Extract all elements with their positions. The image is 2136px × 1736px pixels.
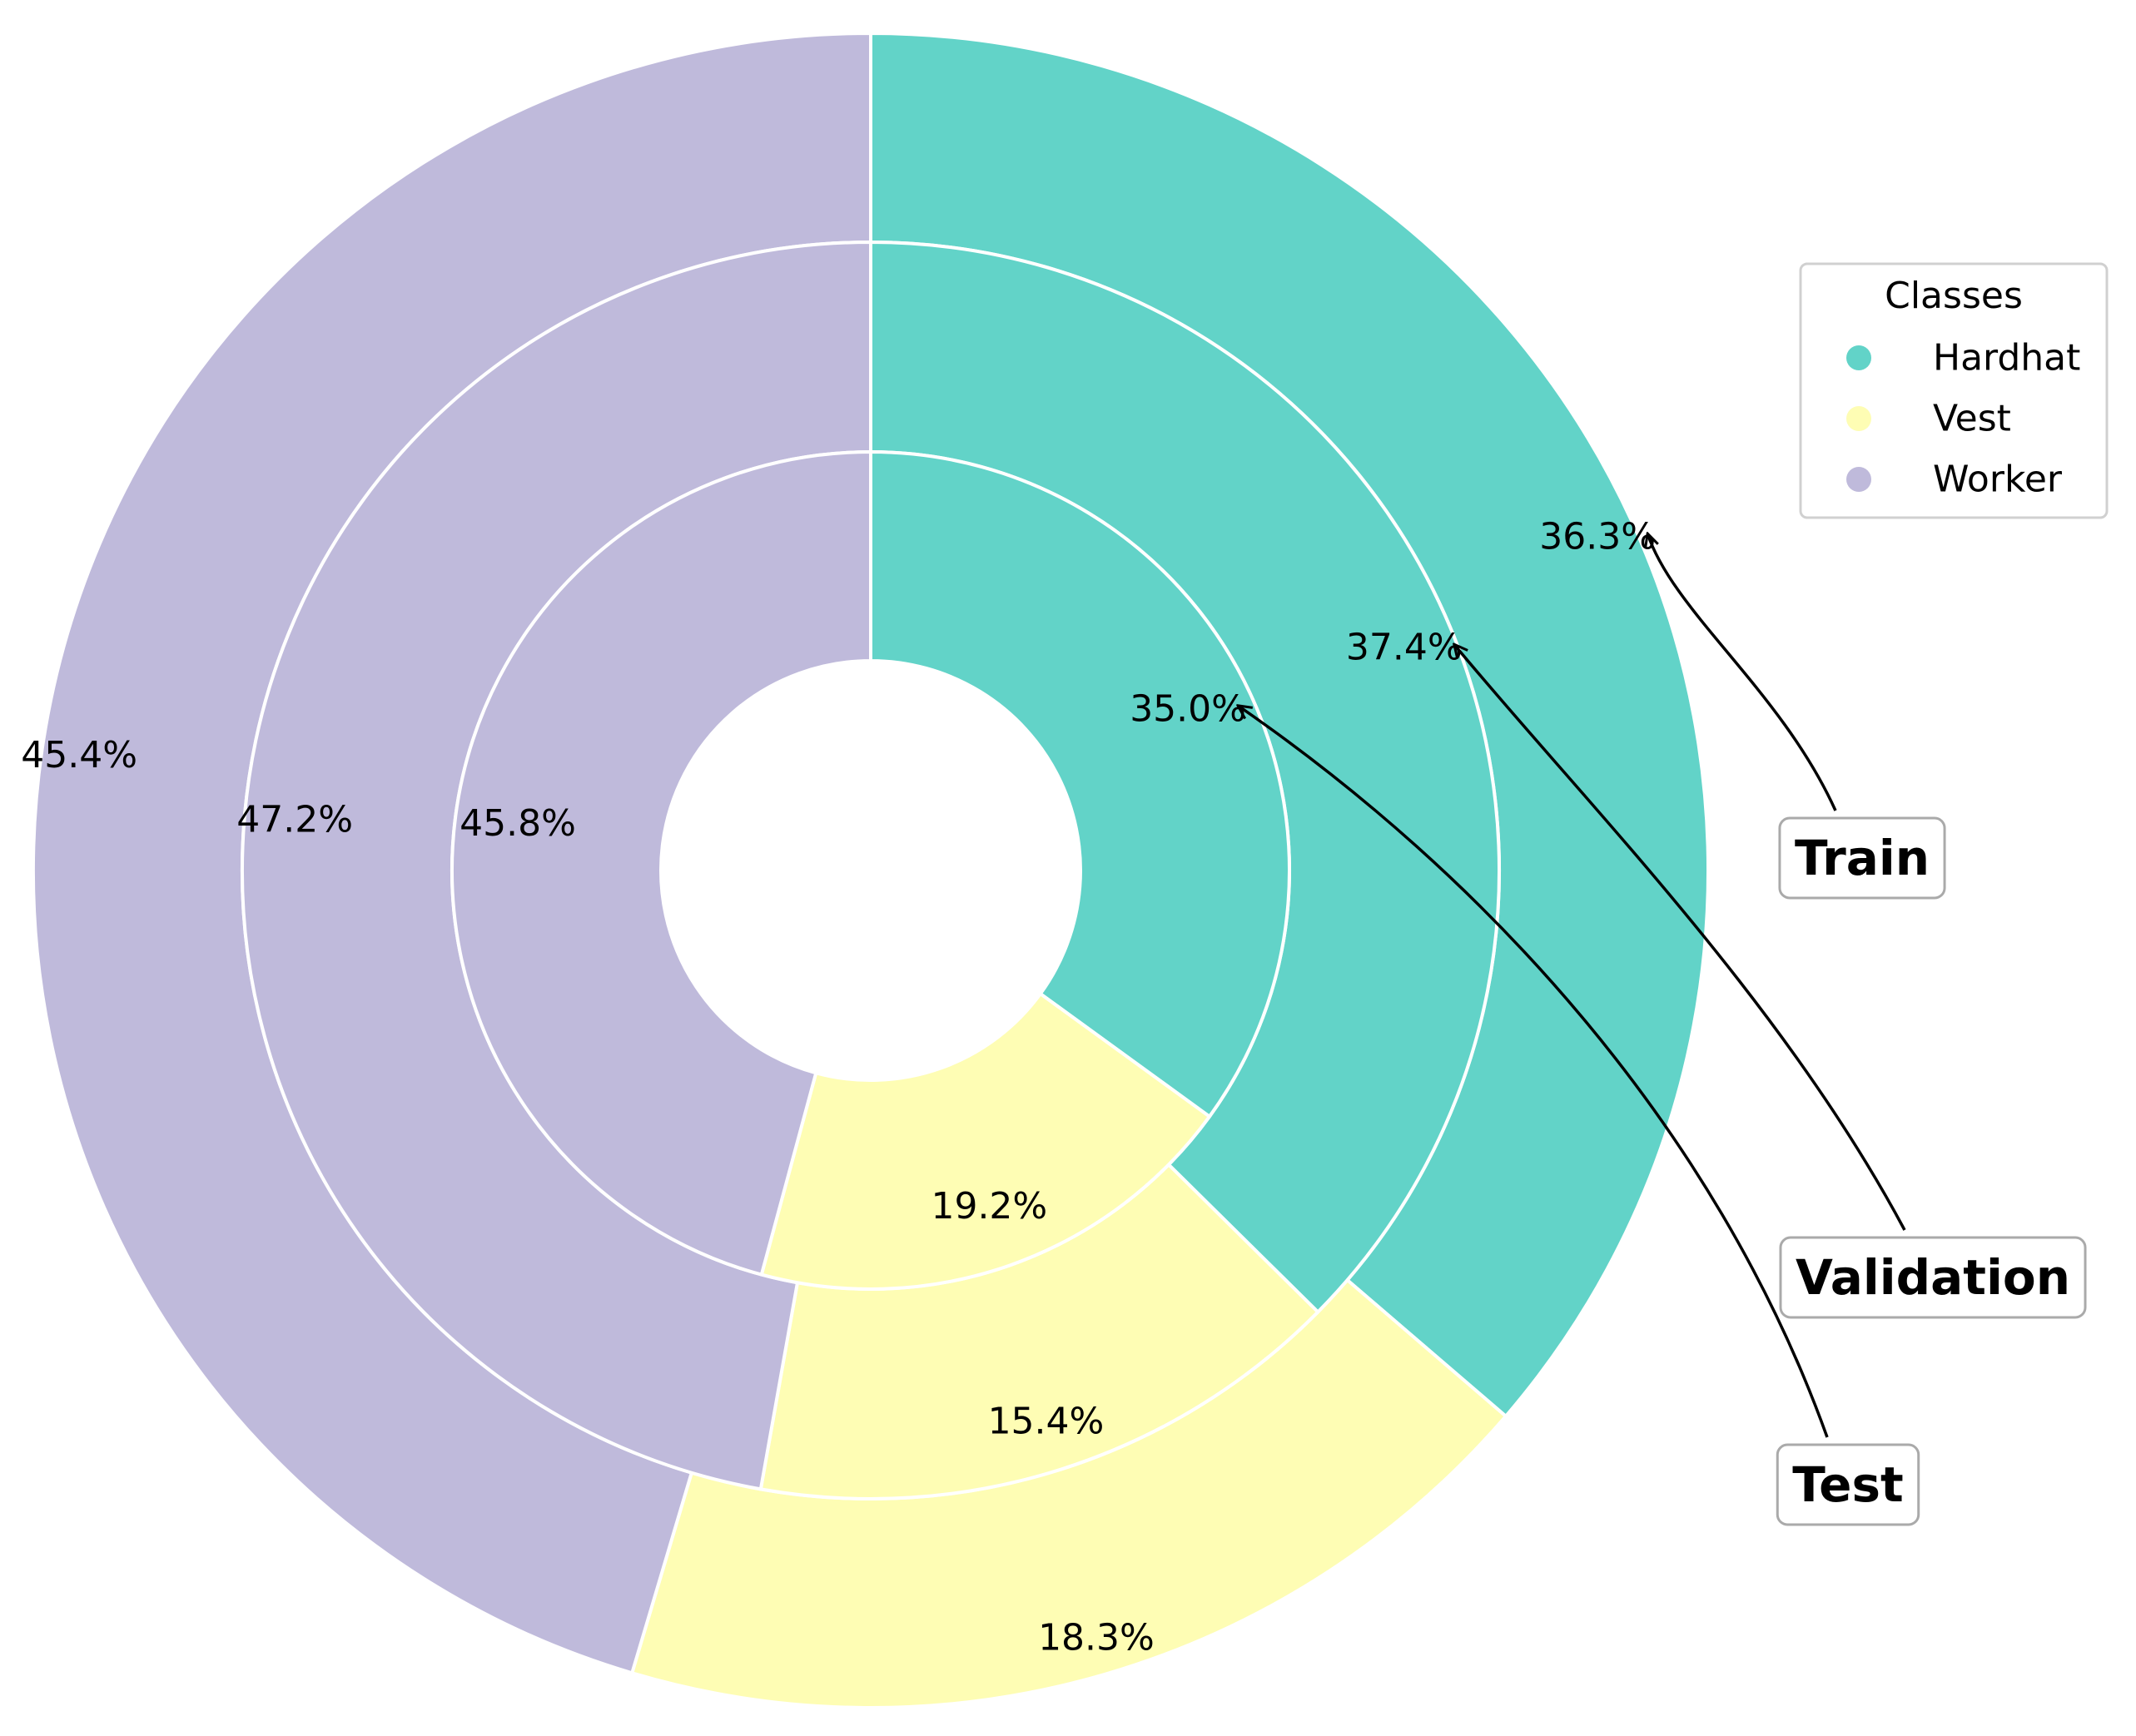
ring-label-test: Test	[1792, 1456, 1903, 1513]
arrow-train	[1647, 533, 1837, 811]
ring-annotation-arrows	[1238, 533, 1906, 1438]
ring-label-box-test	[1776, 1443, 1920, 1526]
legend-label-worker: Worker	[1933, 459, 2063, 501]
ring-label-validation: Validation	[1796, 1249, 2070, 1306]
legend-marker-vest	[1846, 406, 1871, 431]
legend-frame	[1799, 262, 2109, 519]
label-validation-vest: 15.4%	[988, 1400, 1105, 1442]
label-train-worker: 45.4%	[21, 734, 137, 776]
slice-test-vest	[759, 991, 1212, 1291]
ring-label-box-validation	[1779, 1236, 2087, 1319]
ring-name-labels: Train Validation Test	[1776, 816, 2087, 1526]
legend-marker-worker	[1846, 467, 1871, 492]
label-test-hardhat: 35.0%	[1130, 687, 1246, 730]
legend-marker-hardhat	[1846, 345, 1871, 370]
arrow-validation	[1454, 644, 1906, 1231]
label-test-vest: 19.2%	[931, 1185, 1047, 1228]
label-validation-hardhat: 37.4%	[1346, 627, 1463, 669]
legend-items: Hardhat Vest Worker	[1846, 337, 2080, 501]
legend-title: Classes	[1885, 275, 2023, 317]
legend-label-vest: Vest	[1933, 398, 2011, 440]
ring-label-train: Train	[1795, 830, 1930, 886]
label-train-hardhat: 36.3%	[1539, 516, 1656, 558]
donut-slices	[32, 31, 1710, 1709]
slice-test-hardhat	[869, 449, 1292, 1119]
arrow-test	[1238, 706, 1829, 1438]
legend-label-hardhat: Hardhat	[1933, 337, 2080, 379]
percentage-labels: 36.3% 18.3% 45.4% 37.4% 15.4% 47.2% 35.0% 19.2%…	[21, 516, 1656, 1659]
slice-test-worker	[450, 449, 872, 1277]
legend: Classes Hardhat Vest Worker	[1799, 262, 2109, 519]
label-train-vest: 18.3%	[1038, 1616, 1155, 1659]
ring-label-box-train	[1778, 816, 1946, 900]
label-validation-worker: 47.2%	[236, 798, 353, 841]
label-test-worker: 45.8%	[459, 802, 576, 845]
